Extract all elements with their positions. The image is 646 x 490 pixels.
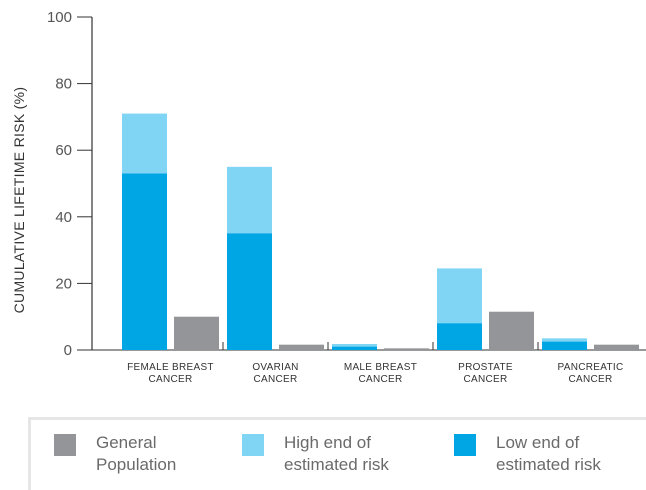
- x-category-label: CANCER: [148, 374, 192, 385]
- legend-swatch-high-end: [242, 434, 264, 456]
- bars-layer: [122, 113, 639, 350]
- bar-low-end: [227, 233, 272, 350]
- x-category-label: PROSTATE: [458, 362, 513, 373]
- legend-swatch-general-population: [54, 434, 76, 456]
- bar-general-population: [489, 311, 534, 350]
- y-tick-label: 100: [47, 9, 72, 26]
- x-category-label: CANCER: [253, 374, 297, 385]
- legend-label-line: estimated risk: [496, 455, 601, 474]
- legend-label-high-end: High end of estimated risk: [284, 432, 424, 476]
- bar-low-end: [542, 341, 587, 350]
- x-category-label: OVARIAN: [252, 362, 298, 373]
- legend-item-high-end: High end of estimated risk: [242, 432, 424, 476]
- bar-low-end: [122, 173, 167, 350]
- x-category-label: CANCER: [463, 374, 507, 385]
- legend-label-line: Population: [96, 455, 177, 474]
- bar-general-population: [174, 316, 219, 350]
- bar-low-end: [437, 323, 482, 350]
- legend-swatch-low-end: [454, 434, 476, 456]
- y-tick-label: 0: [64, 342, 72, 359]
- y-tick-label: 20: [55, 275, 72, 292]
- x-category-label: MALE BREAST: [344, 362, 417, 373]
- legend-label-low-end: Low end of estimated risk: [496, 432, 636, 476]
- legend-label-line: estimated risk: [284, 455, 389, 474]
- legend-label-line: General: [96, 433, 157, 452]
- y-tick-label: 80: [55, 76, 72, 93]
- legend-label-general-population: General Population: [96, 432, 236, 476]
- x-category-label: PANCREATIC: [558, 362, 624, 373]
- bar-general-population: [279, 344, 324, 350]
- legend-item-low-end: Low end of estimated risk: [454, 432, 636, 476]
- x-category-label: FEMALE BREAST: [127, 362, 214, 373]
- y-tick-label: 40: [55, 209, 72, 226]
- bar-general-population: [384, 348, 429, 350]
- bar-low-end: [332, 346, 377, 350]
- x-category-label: CANCER: [568, 374, 612, 385]
- y-axis-title: CUMULATIVE LIFETIME RISK (%): [11, 87, 27, 314]
- legend-item-general-population: General Population: [54, 432, 236, 476]
- legend: General Population High end of estimated r…: [28, 417, 646, 490]
- legend-label-line: Low end of: [496, 433, 580, 452]
- bar-general-population: [594, 344, 639, 350]
- legend-label-line: High end of: [284, 433, 371, 452]
- x-category-label: CANCER: [358, 374, 402, 385]
- y-tick-label: 60: [55, 142, 72, 159]
